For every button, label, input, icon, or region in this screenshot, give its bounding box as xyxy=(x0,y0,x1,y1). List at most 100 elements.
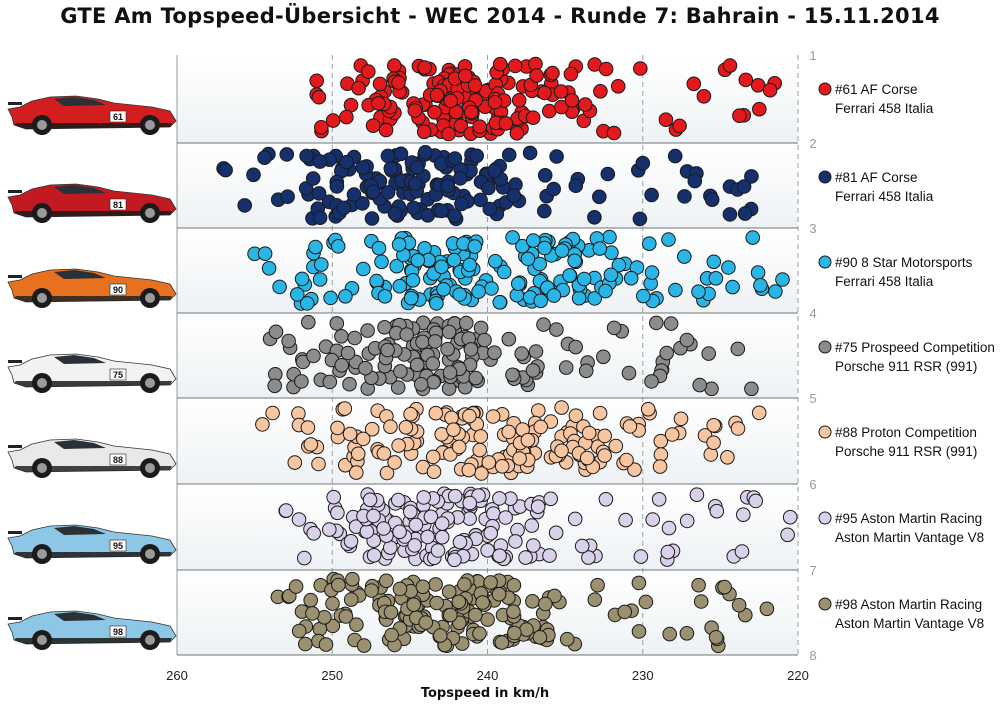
data-point xyxy=(345,571,360,587)
car-rim xyxy=(37,463,47,473)
data-point xyxy=(308,239,323,255)
data-point xyxy=(467,239,483,254)
data-point xyxy=(587,291,603,306)
car-image-1: 61 xyxy=(7,95,177,135)
data-point xyxy=(562,268,577,283)
data-point xyxy=(597,428,613,444)
data-point xyxy=(379,573,394,589)
car-window xyxy=(54,270,106,279)
lane-tick-label: 1 xyxy=(809,48,816,63)
car-image-3: 90 xyxy=(7,268,177,308)
data-point xyxy=(592,241,608,256)
data-point xyxy=(358,360,373,376)
data-point xyxy=(554,400,569,415)
data-point xyxy=(679,332,695,348)
data-point xyxy=(473,429,489,444)
data-point xyxy=(425,356,441,371)
data-point xyxy=(387,58,402,73)
data-point xyxy=(563,66,579,82)
data-point xyxy=(218,162,233,178)
data-point xyxy=(265,405,280,421)
data-point xyxy=(598,283,613,299)
data-point xyxy=(452,287,468,302)
data-point xyxy=(638,594,654,610)
data-point xyxy=(511,93,527,108)
data-point xyxy=(537,168,553,183)
data-point xyxy=(387,455,402,470)
car-number-plate xyxy=(109,625,127,638)
data-point xyxy=(506,188,522,203)
data-point xyxy=(469,148,485,164)
series-5 xyxy=(255,400,767,481)
data-point xyxy=(454,196,469,212)
data-point xyxy=(305,171,321,186)
car-number: 90 xyxy=(113,285,123,295)
car-number: 95 xyxy=(113,541,123,551)
data-point xyxy=(505,230,520,245)
data-point xyxy=(635,155,651,171)
data-point xyxy=(606,125,622,141)
data-point xyxy=(730,421,746,436)
data-point xyxy=(408,176,423,191)
car-rear-wing xyxy=(8,190,22,193)
data-point xyxy=(423,509,439,525)
data-point xyxy=(280,189,295,204)
data-point xyxy=(748,493,764,509)
data-point xyxy=(347,330,363,346)
data-point xyxy=(337,401,353,416)
data-point xyxy=(737,206,753,221)
data-point xyxy=(463,342,479,357)
legend-item-3: #90 8 Star Motorsports Ferrari 458 Italia xyxy=(818,255,973,289)
data-point xyxy=(309,73,325,89)
data-point xyxy=(514,346,530,361)
legend-entry-name: #90 8 Star Motorsports xyxy=(835,255,973,270)
data-point xyxy=(537,240,552,256)
data-point xyxy=(696,89,712,104)
data-point xyxy=(364,211,380,226)
car-rear-wing xyxy=(8,102,22,105)
data-point xyxy=(602,229,617,245)
data-point xyxy=(461,462,477,478)
car-number: 61 xyxy=(113,112,123,122)
data-point xyxy=(661,520,677,536)
data-point xyxy=(405,273,421,288)
data-point xyxy=(427,334,443,349)
data-point xyxy=(592,189,607,205)
data-point xyxy=(359,524,375,539)
data-point xyxy=(443,607,458,623)
data-point xyxy=(536,317,551,332)
data-point xyxy=(312,154,328,169)
data-point xyxy=(338,289,353,304)
data-point xyxy=(782,509,798,525)
car-window xyxy=(54,612,106,621)
data-point xyxy=(548,525,564,541)
car-window xyxy=(54,526,106,535)
data-point xyxy=(299,296,315,311)
car-window xyxy=(54,355,106,364)
data-point xyxy=(775,272,790,287)
data-point xyxy=(730,341,746,357)
data-point xyxy=(482,201,498,217)
data-point xyxy=(659,345,675,361)
data-point xyxy=(549,149,564,164)
data-point xyxy=(311,186,327,201)
data-point xyxy=(272,279,287,295)
data-point xyxy=(459,315,474,331)
data-point xyxy=(736,507,751,523)
data-point xyxy=(645,512,661,527)
data-point xyxy=(312,210,328,225)
data-point xyxy=(462,511,477,526)
data-point xyxy=(365,118,381,133)
data-point xyxy=(686,76,702,92)
data-point xyxy=(664,427,680,442)
data-point xyxy=(446,252,462,268)
data-point xyxy=(426,374,441,390)
data-point xyxy=(689,487,705,503)
data-point xyxy=(452,534,468,550)
data-point xyxy=(408,517,424,533)
car-number: 88 xyxy=(113,455,123,465)
data-point xyxy=(429,595,445,611)
data-point xyxy=(323,290,338,306)
data-point xyxy=(334,329,349,344)
data-point xyxy=(300,420,316,435)
